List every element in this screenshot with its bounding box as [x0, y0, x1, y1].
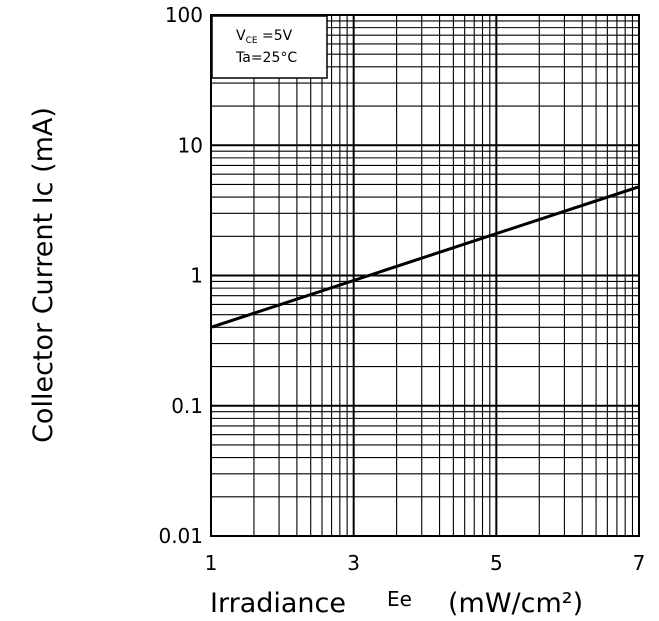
collector-current-line: [210, 185, 640, 329]
x-axis-symbol: Ee: [387, 587, 412, 611]
y-tick-label: 10: [178, 133, 203, 157]
condition-vce: VCE =5V: [236, 28, 293, 46]
y-tick-label: 100: [165, 3, 203, 27]
x-axis-unit: (mW/cm²): [448, 588, 583, 619]
y-tick-label: 0.01: [158, 524, 203, 548]
series-layer: [210, 185, 640, 329]
x-tick-label: 7: [633, 551, 646, 575]
y-tick-label: 1: [190, 264, 203, 288]
x-tick-label: 1: [205, 551, 218, 575]
y-tick-label: 0.1: [171, 394, 203, 418]
x-axis-title: Irradiance: [210, 588, 346, 619]
plot-frame: [210, 14, 640, 537]
condition-temperature: Ta=25°C: [235, 50, 297, 66]
conditions-box: VCE =5V Ta=25°C: [211, 15, 328, 79]
y-axis-title: Collector Current Ic (mA): [28, 107, 59, 443]
x-tick-labels: 1 3 5 7: [205, 551, 646, 575]
grid-lines: [211, 15, 639, 536]
x-tick-label: 3: [347, 551, 360, 575]
y-tick-labels: 0.01 0.1 1 10 100: [158, 3, 203, 548]
x-tick-label: 5: [490, 551, 503, 575]
